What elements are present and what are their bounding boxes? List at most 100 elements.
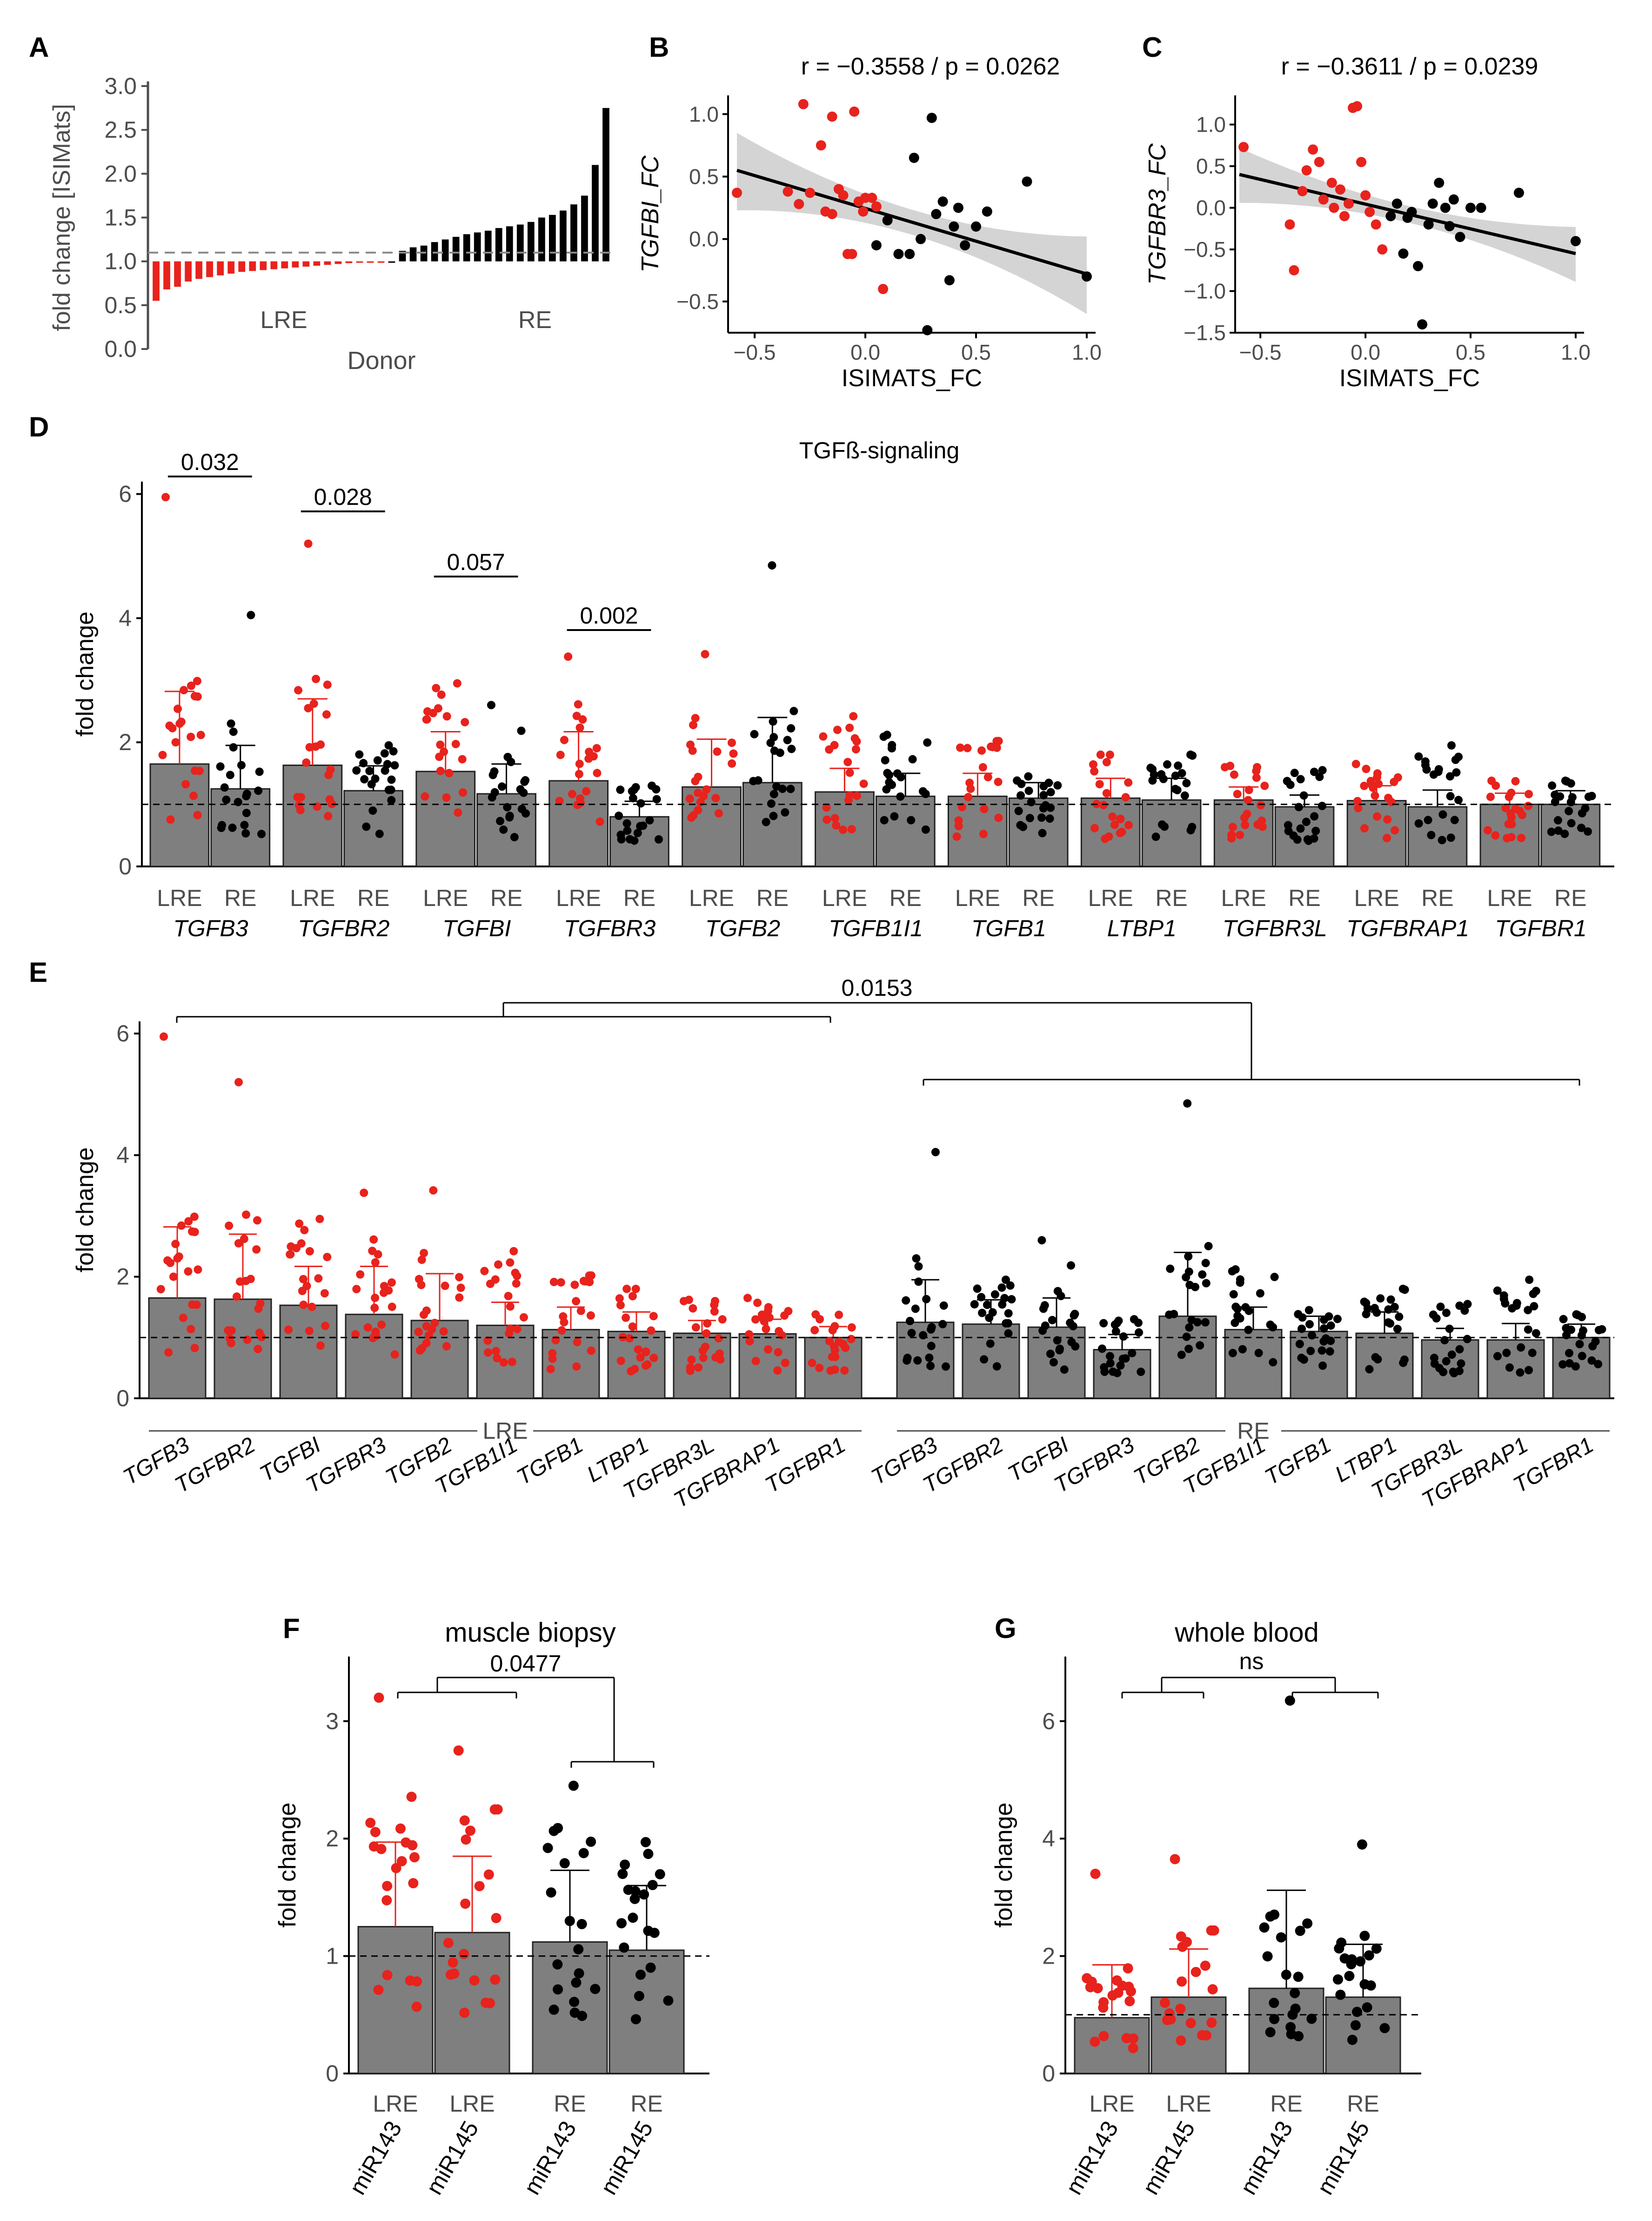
panel-e-point-re	[1493, 1286, 1502, 1295]
panel-e-point-re	[988, 1308, 997, 1317]
panel-e-point-lre	[369, 1235, 378, 1244]
panel-c-re-point	[1413, 261, 1424, 271]
panel-b-re-point	[909, 153, 919, 163]
panel-e-point-lre	[743, 1294, 752, 1302]
panel-c-lre-point	[1343, 198, 1354, 209]
panel-d-point-lre	[1095, 780, 1104, 789]
panel-e-point-re	[1524, 1306, 1532, 1315]
panel-g-point	[1159, 1998, 1170, 2008]
panel-d-point-lre	[1503, 834, 1512, 843]
panel-e-point-lre	[299, 1301, 308, 1309]
panel-d-point-lre	[181, 780, 190, 789]
panel-d-point-re	[375, 829, 384, 838]
panel-d-point-lre	[859, 779, 868, 788]
panel-f-point	[490, 1974, 501, 1985]
panel-e-point-re	[1137, 1368, 1145, 1376]
panel-g-point	[1085, 1982, 1096, 1993]
panel-d-point-re	[387, 796, 396, 805]
panel-g-point	[1265, 2027, 1276, 2038]
panel-g-point	[1098, 2031, 1109, 2041]
panel-d-point-re	[1414, 819, 1423, 828]
panel-d-point-lre	[1366, 777, 1375, 785]
panel-d-point-re	[1296, 824, 1305, 833]
panel-f-point	[365, 1818, 376, 1828]
panel-e-point-lre	[628, 1292, 637, 1301]
panel-d-point-re	[1296, 775, 1305, 784]
panel-e-point-lre	[235, 1277, 244, 1286]
panel-d-group-label: RE	[357, 885, 389, 911]
panel-e-pvalue-label: 0.0153	[842, 975, 913, 1001]
panel-e-point-re	[906, 1316, 915, 1325]
panel-e-point-lre	[352, 1285, 361, 1294]
panel-f-point	[576, 1919, 587, 1929]
panel-d-point-re	[1171, 785, 1180, 793]
panel-d-group-label: LRE	[822, 885, 867, 911]
panel-d-point-lre	[593, 769, 602, 778]
panel-f-point	[411, 1976, 422, 1987]
panel-d-point-lre	[461, 718, 469, 726]
panel-d-y-tick-label: 4	[119, 605, 132, 631]
panel-e-point-lre	[255, 1329, 264, 1337]
panel-f-point	[460, 1899, 471, 1909]
panel-a-lre-bar	[260, 261, 267, 270]
panel-a-lre-bar	[324, 261, 331, 265]
panel-d-point-re	[389, 747, 398, 756]
panel-e-point-re	[902, 1296, 910, 1305]
panel-b-regression-line	[736, 168, 1087, 276]
panel-e-point-re	[1400, 1285, 1409, 1294]
panel-e-point-re	[1365, 1365, 1374, 1374]
panel-d-point-re	[254, 786, 263, 795]
panel-d-gene-label: LTBP1	[1107, 915, 1177, 941]
panel-e-point-lre	[784, 1307, 793, 1315]
panel-d-gene-label: TGFBI	[442, 915, 511, 941]
panel-d-point-lre	[713, 747, 722, 756]
panel-e-point-re	[1429, 1310, 1438, 1319]
panel-e-point-re	[998, 1300, 1007, 1309]
panel-d-point-re	[510, 833, 519, 842]
panel-e-y-tick-label: 2	[116, 1264, 129, 1290]
panel-b-lre-point	[867, 193, 877, 203]
panel-g-point	[1306, 2013, 1317, 2024]
panel-d-point-lre	[851, 745, 860, 754]
panel-e-point-lre	[184, 1217, 193, 1226]
panel-d-bar-lre	[1080, 797, 1141, 867]
panel-e-point-lre	[710, 1307, 719, 1316]
panel-g-point	[1197, 2030, 1208, 2040]
panel-d-point-lre	[1354, 804, 1363, 812]
panel-b-y-tick-label: 0.5	[689, 164, 719, 188]
panel-d-point-lre	[978, 763, 987, 772]
panel-c-title: r = −0.3611 / p = 0.0239	[1281, 53, 1538, 80]
panel-e-point-lre	[745, 1337, 754, 1346]
panel-f-point	[628, 1912, 638, 1923]
panel-e-point-re	[1436, 1302, 1445, 1311]
panel-e-point-lre	[830, 1346, 839, 1355]
panel-e-point-re	[1038, 1326, 1047, 1335]
panel-d-point-lre	[685, 794, 694, 803]
panel-e-point-re	[1532, 1329, 1540, 1338]
panel-e-point-re	[1321, 1334, 1330, 1343]
panel-e-point-lre	[192, 1300, 201, 1309]
panel-d-point-lre	[1228, 823, 1237, 832]
panel-d-point-lre	[312, 675, 321, 684]
panel-e-point-re	[990, 1290, 999, 1299]
panel-a-re-bar	[409, 247, 417, 262]
panel-d-point-re	[616, 785, 625, 794]
panel-e-point-re	[1201, 1318, 1210, 1327]
panel-e-point-re	[1204, 1241, 1213, 1250]
panel-d-point-re	[1024, 786, 1033, 795]
panel-g-point	[1332, 1974, 1343, 1985]
panel-f-point	[445, 1969, 456, 1980]
panel-d-point-lre	[714, 809, 723, 818]
panel-c-lre-point	[1352, 101, 1363, 112]
panel-d-point-re	[1016, 821, 1025, 830]
panel-e-point-lre	[615, 1294, 624, 1303]
panel-e-point-lre	[491, 1347, 500, 1355]
panel-d-point-lre	[576, 794, 585, 803]
panel-g-point	[1185, 2018, 1196, 2028]
panel-b-lre-point	[847, 248, 857, 259]
panel-d-point-lre	[847, 825, 856, 834]
panel-d-point-re	[750, 730, 759, 738]
panel-f-point	[553, 1984, 563, 1995]
panel-g-point	[1113, 1987, 1124, 1998]
panel-e-point-re	[980, 1355, 989, 1364]
